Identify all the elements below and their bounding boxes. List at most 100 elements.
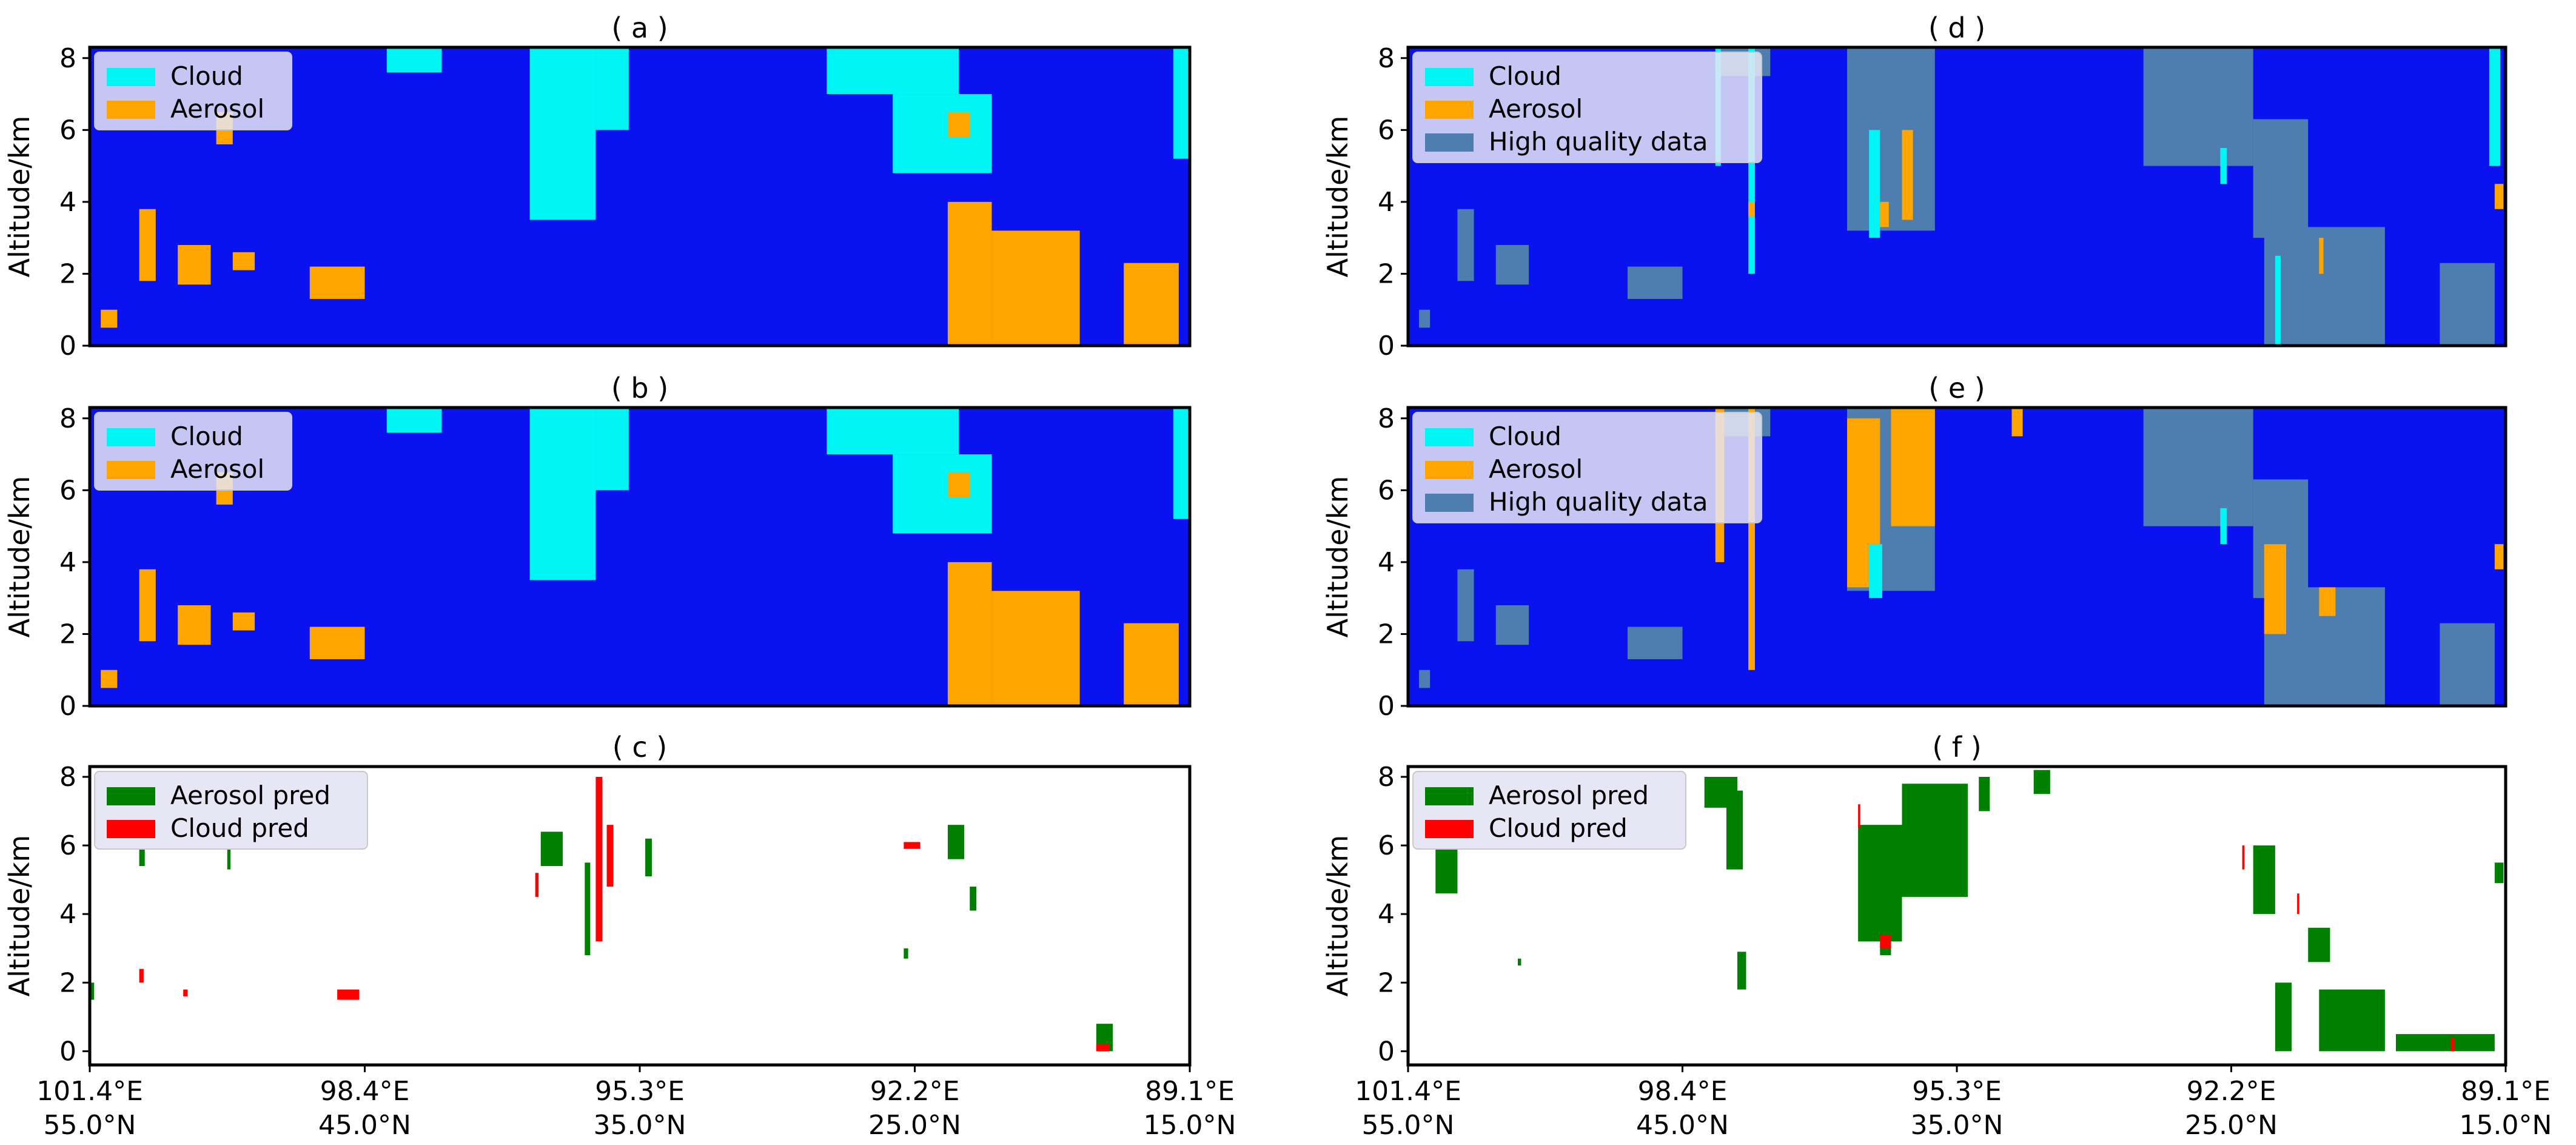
legend-label: Cloud (1489, 421, 1561, 451)
cloud-pred-region (2297, 893, 2299, 915)
y-axis-label: Altitude/km (3, 476, 36, 638)
cloud-region (893, 454, 992, 534)
legend-swatch-aerosol-pred (107, 787, 155, 805)
cloud-region (595, 408, 629, 491)
legend-swatch-high-quality (1425, 494, 1474, 512)
y-tick-label: 8 (59, 403, 76, 434)
x-tick-label-lon: 101.4°E (36, 1076, 143, 1107)
aerosol-region (991, 230, 1080, 346)
cloud-pred-region (606, 825, 614, 887)
cloud-pred-region (1880, 935, 1891, 949)
cloud-region (827, 408, 959, 455)
y-tick-label: 8 (59, 43, 76, 74)
plot-area (101, 408, 1190, 706)
y-axis-label: Altitude/km (1321, 835, 1354, 997)
aerosol-pred-region (904, 948, 908, 959)
plot-area (1419, 408, 2504, 706)
aerosol-region (1748, 201, 1755, 217)
y-axis-label: Altitude/km (1321, 116, 1354, 278)
y-tick-label: 8 (1378, 43, 1395, 74)
aerosol-region (991, 591, 1080, 706)
legend-label: Aerosol (1489, 94, 1583, 124)
legend-label: Aerosol pred (1489, 781, 1649, 810)
legend-swatch-cloud-pred (107, 820, 155, 838)
aerosol-pred-region (947, 825, 965, 859)
y-tick-label: 2 (1378, 258, 1395, 289)
high-quality-region (2143, 408, 2253, 526)
aerosol-pred-region (970, 886, 977, 911)
x-tick-label-lat: 15.0°N (2460, 1110, 2552, 1141)
cloud-pred-region (1096, 1044, 1110, 1052)
aerosol-pred-region (1979, 776, 1990, 811)
aerosol-pred-region (1726, 790, 1743, 870)
legend-label: Aerosol (170, 94, 264, 124)
x-tick-label-lon: 101.4°E (1355, 1076, 1461, 1107)
high-quality-region (1628, 266, 1683, 299)
y-tick-label: 4 (1378, 547, 1395, 578)
plot-area (90, 776, 1113, 1052)
y-tick-label: 4 (59, 547, 76, 578)
plot-frame (88, 45, 1192, 348)
high-quality-region (1495, 245, 1529, 285)
aerosol-region (2264, 544, 2286, 634)
cloud-pred-region (535, 873, 539, 897)
legend-swatch-aerosol (107, 101, 155, 119)
aerosol-region (178, 605, 211, 645)
legend-label: Aerosol (1489, 454, 1583, 484)
aerosol-pred-region (1518, 958, 1521, 965)
y-tick-label: 2 (59, 967, 76, 998)
x-tick-label-lat: 25.0°N (868, 1110, 961, 1141)
plot-area (1435, 770, 2504, 1052)
legend-swatch-aerosol-pred (1425, 787, 1474, 805)
high-quality-region (1419, 309, 1431, 328)
y-axis-label: Altitude/km (3, 835, 36, 997)
high-quality-region (2264, 227, 2385, 346)
cloud-pred-region (595, 776, 603, 942)
aerosol-pred-region (2396, 1034, 2495, 1052)
y-tick-label: 2 (1378, 619, 1395, 650)
plot-frame (1406, 406, 2507, 708)
aerosol-region (947, 562, 992, 706)
x-tick-label-lat: 45.0°N (1636, 1110, 1729, 1141)
legend-label: Cloud pred (1489, 813, 1628, 843)
y-tick-label: 8 (59, 762, 76, 793)
aerosol-pred-region (585, 862, 591, 956)
aerosol-pred-region (1858, 825, 1902, 942)
cloud-region (386, 47, 442, 73)
x-tick-label-lat: 35.0°N (594, 1110, 686, 1141)
cloud-region (1173, 408, 1190, 519)
legend-swatch-cloud (1425, 68, 1474, 86)
aerosol-region (139, 569, 156, 642)
cloud-region (2220, 508, 2227, 545)
high-quality-region (2440, 263, 2495, 346)
y-tick-label: 6 (59, 115, 76, 146)
x-tick-label-lat: 45.0°N (318, 1110, 411, 1141)
y-tick-label: 2 (59, 619, 76, 650)
aerosol-region (1891, 408, 1935, 526)
aerosol-region (232, 612, 255, 631)
legend-swatch-cloud (107, 68, 155, 86)
aerosol-region (2011, 408, 2023, 437)
y-tick-label: 6 (1378, 475, 1395, 506)
x-tick-label-lat: 35.0°N (1911, 1110, 2004, 1141)
x-tick-label-lat: 55.0°N (1362, 1110, 1455, 1141)
high-quality-region (2253, 119, 2309, 238)
x-tick-label-lon: 89.1°E (1145, 1076, 1235, 1107)
aerosol-pred-region (90, 982, 95, 1000)
aerosol-region (2494, 544, 2504, 569)
legend-label: Aerosol (170, 454, 264, 484)
aerosol-region (947, 472, 970, 498)
cloud-region (529, 408, 596, 580)
cloud-region (2489, 47, 2500, 166)
y-tick-label: 4 (1378, 187, 1395, 218)
aerosol-region (309, 266, 365, 299)
y-tick-label: 6 (59, 830, 76, 861)
x-tick-label-lon: 95.3°E (1912, 1076, 2002, 1107)
y-tick-label: 0 (59, 1036, 76, 1067)
cloud-region (1869, 544, 1882, 599)
